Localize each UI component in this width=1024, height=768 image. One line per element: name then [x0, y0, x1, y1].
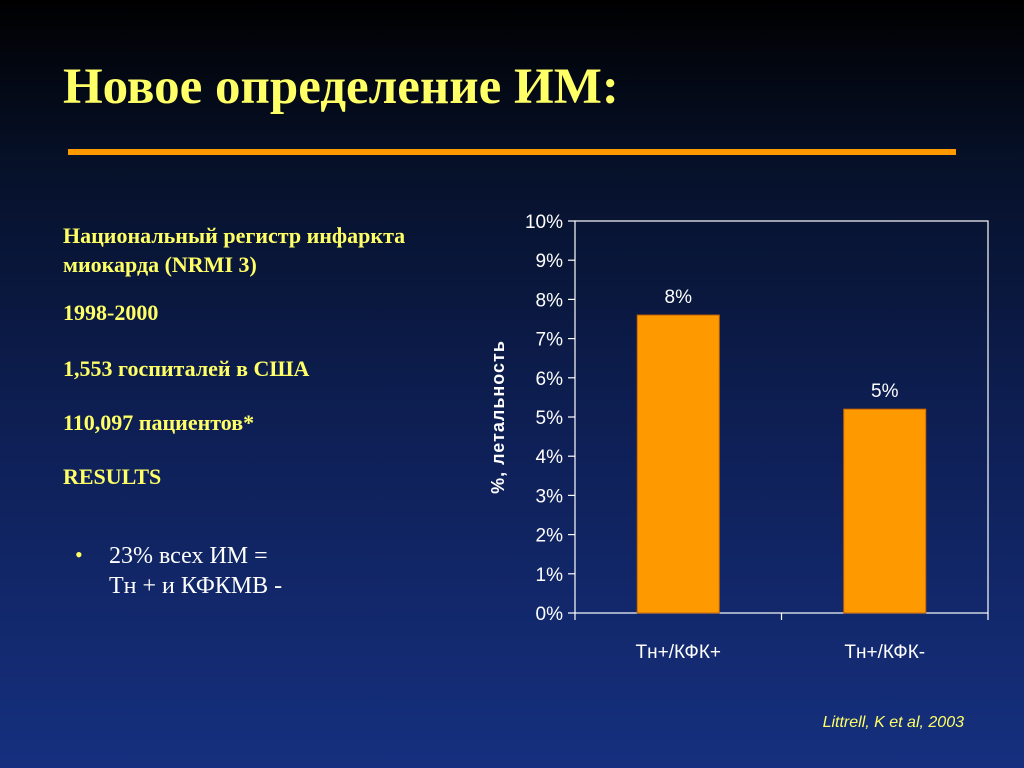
- bullet-line-1: 23% всех ИМ =: [109, 543, 268, 569]
- study-years: 1998-2000: [63, 300, 159, 326]
- y-tick-label: 7%: [536, 330, 564, 351]
- patient-count: 110,097 пациентов*: [63, 410, 255, 436]
- y-tick-label: 0%: [536, 604, 564, 625]
- citation: Littrell, K et al, 2003: [822, 714, 964, 731]
- y-tick-label: 5%: [536, 408, 564, 429]
- y-axis-title: %, летальность: [488, 340, 508, 494]
- x-category-label: Тн+/КФК-: [844, 642, 925, 663]
- bullet-dot-icon: •: [75, 542, 83, 567]
- y-tick-label: 4%: [536, 447, 564, 468]
- bullet-line-2: Тн + и КФКМВ -: [109, 572, 283, 599]
- y-tick-label: 6%: [536, 369, 564, 390]
- registry-line-1: Национальный регистр инфаркта: [63, 223, 406, 248]
- title-underline: [68, 149, 956, 155]
- bar: [843, 408, 927, 614]
- x-category-label: Тн+/КФК+: [636, 642, 722, 663]
- y-tick-label: 10%: [525, 212, 563, 233]
- y-tick-label: 9%: [536, 251, 564, 272]
- data-label: 5%: [871, 381, 899, 402]
- y-tick-label: 8%: [536, 290, 564, 311]
- bar: [636, 314, 720, 614]
- study-info: Национальный регистр инфаркта миокарда (…: [63, 222, 513, 492]
- hospital-count: 1,553 госпиталей в США: [63, 355, 310, 381]
- registry-name: Национальный регистр инфаркта миокарда (…: [63, 222, 513, 279]
- y-tick-label: 2%: [536, 526, 564, 547]
- data-label: 8%: [665, 287, 693, 308]
- slide-title: Новое определение ИМ:: [63, 59, 619, 115]
- y-tick-label: 3%: [536, 486, 564, 507]
- results-heading: RESULTS: [63, 463, 162, 489]
- results-bullet: • 23% всех ИМ = Тн + и КФКМВ -: [75, 542, 282, 601]
- registry-line-2: миокарда (NRMI 3): [63, 251, 257, 277]
- y-tick-label: 1%: [536, 565, 564, 586]
